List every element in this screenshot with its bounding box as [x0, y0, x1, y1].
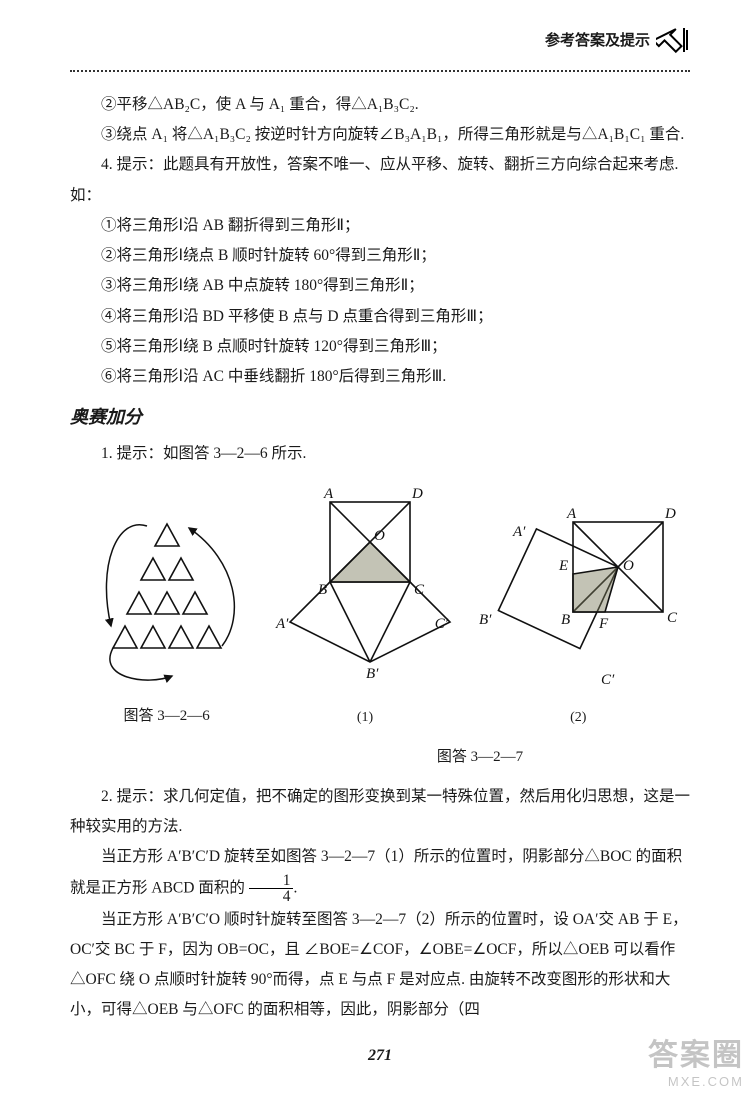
para: 当正方形 A′B′C′D 旋转至如图答 3—2—7（1）所示的位置时，阴影部分△… — [70, 842, 690, 904]
page-number: 271 — [70, 1040, 690, 1071]
frac-num: 1 — [249, 873, 294, 890]
para: 4. 提示：此题具有开放性，答案不唯一、应从平移、旋转、翻折三方向综合起来考虑.… — [70, 150, 690, 210]
fraction: 1 4 — [249, 873, 294, 905]
para: ①将三角形Ⅰ沿 AB 翻折得到三角形Ⅱ； — [70, 211, 690, 241]
square-rot1-svg: A D B C O A′ B′ C′ — [270, 482, 460, 702]
label-D: D — [664, 506, 676, 522]
label-Cp: C′ — [435, 616, 449, 632]
label-O: O — [623, 558, 634, 574]
para: ③将三角形Ⅰ绕 AB 中点旋转 180°得到三角形Ⅱ； — [70, 271, 690, 301]
label-B: B — [561, 612, 570, 628]
para: ⑥将三角形Ⅰ沿 AC 中垂线翻折 180°后得到三角形Ⅲ. — [70, 362, 690, 392]
watermark-bot: MXE.COM — [648, 1074, 744, 1089]
triangles-svg — [77, 506, 257, 696]
text: . — [293, 879, 297, 896]
para: 当正方形 A′B′C′O 顺时针旋转至图答 3—2—7（2）所示的位置时，设 O… — [70, 905, 690, 1026]
label-B: B — [318, 582, 327, 598]
square-rot2-svg: A D B C O E F A′ B′ C′ — [473, 502, 683, 702]
figure-row: 图答 3—2—6 — [70, 482, 690, 731]
figure-sublabel: (2) — [570, 704, 586, 731]
label-E: E — [558, 558, 568, 574]
para: ③绕点 A₁ 将△A₁B₃C₂ 按逆时针方向旋转∠B₃A₁B₁，所得三角形就是与… — [70, 120, 690, 150]
text: 当正方形 A′B′C′D 旋转至如图答 3—2—7（1）所示的位置时，阴影部分△… — [70, 848, 682, 896]
figure-sublabel: (1) — [357, 704, 373, 731]
figure-caption: 图答 3—2—6 — [124, 702, 210, 731]
body-text: ②平移△AB₂C，使 A 与 A₁ 重合，得△A₁B₃C₂. ③绕点 A₁ 将△… — [70, 90, 690, 1071]
page: 参考答案及提示 ②平移△AB₂C，使 A 与 A₁ 重合，得△A₁B₃C₂. ③… — [0, 0, 750, 1095]
para: ④将三角形Ⅰ沿 BD 平移使 B 点与 D 点重合得到三角形Ⅲ； — [70, 302, 690, 332]
label-D: D — [411, 486, 423, 502]
label-C: C — [667, 610, 678, 626]
label-Ap: A′ — [275, 616, 289, 632]
figure-caption: 图答 3—2—7 — [280, 743, 680, 772]
para: 2. 提示：求几何定值，把不确定的图形变换到某一特殊位置，然后用化归思想，这是一… — [70, 782, 690, 842]
label-Bp: B′ — [366, 666, 379, 682]
section-heading: 奥赛加分 — [70, 400, 690, 435]
para: ⑤将三角形Ⅰ绕 B 点顺时针旋转 120°得到三角形Ⅲ； — [70, 332, 690, 362]
label-F: F — [598, 616, 609, 632]
para: 1. 提示：如图答 3—2—6 所示. — [70, 439, 690, 469]
figure-3-2-7-1: A D B C O A′ B′ C′ (1) — [270, 482, 460, 731]
page-header: 参考答案及提示 — [545, 22, 690, 56]
label-Bp: B′ — [479, 612, 492, 628]
figure-3-2-7-2: A D B C O E F A′ B′ C′ (2) — [473, 502, 683, 731]
para: ②将三角形Ⅰ绕点 B 顺时针旋转 60°得到三角形Ⅱ； — [70, 241, 690, 271]
label-A: A — [323, 486, 334, 502]
para: ②平移△AB₂C，使 A 与 A₁ 重合，得△A₁B₃C₂. — [70, 90, 690, 120]
label-A: A — [566, 506, 577, 522]
label-Ap: A′ — [512, 524, 526, 540]
label-Cp: C′ — [601, 672, 615, 688]
header-title: 参考答案及提示 — [545, 29, 650, 50]
header-divider — [70, 70, 690, 72]
label-O: O — [374, 528, 385, 544]
frac-den: 4 — [249, 889, 294, 905]
caption-row: 图答 3—2—7 — [70, 737, 690, 772]
figure-3-2-6: 图答 3—2—6 — [77, 506, 257, 731]
arrow-icon — [656, 22, 690, 56]
label-C: C — [414, 582, 425, 598]
